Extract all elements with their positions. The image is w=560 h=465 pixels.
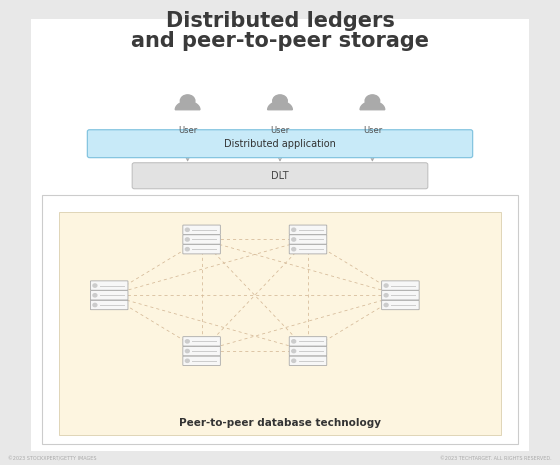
Circle shape (384, 303, 388, 306)
Polygon shape (360, 101, 385, 110)
Text: User: User (270, 126, 290, 134)
Circle shape (292, 247, 296, 251)
Circle shape (185, 350, 189, 352)
FancyBboxPatch shape (290, 346, 327, 356)
FancyBboxPatch shape (290, 337, 327, 346)
Circle shape (384, 284, 388, 287)
Circle shape (93, 284, 97, 287)
Text: DLT: DLT (271, 171, 289, 181)
Circle shape (292, 238, 296, 241)
FancyBboxPatch shape (183, 235, 221, 244)
Bar (59, 212, 501, 435)
Circle shape (384, 294, 388, 297)
Text: User: User (363, 126, 382, 134)
FancyBboxPatch shape (290, 225, 327, 234)
Bar (31, 19, 529, 451)
FancyBboxPatch shape (183, 225, 221, 234)
FancyBboxPatch shape (290, 235, 327, 244)
FancyBboxPatch shape (183, 337, 221, 346)
FancyBboxPatch shape (382, 291, 419, 300)
Text: ©2023 STOCKXPERT/GETTY IMAGES: ©2023 STOCKXPERT/GETTY IMAGES (8, 456, 97, 461)
Circle shape (292, 350, 296, 352)
Circle shape (292, 228, 296, 232)
Text: Distributed application: Distributed application (224, 139, 336, 149)
Bar (42, 195, 518, 444)
FancyBboxPatch shape (183, 245, 221, 254)
FancyBboxPatch shape (290, 245, 327, 254)
Circle shape (185, 359, 189, 362)
FancyBboxPatch shape (290, 356, 327, 365)
Text: and peer-to-peer storage: and peer-to-peer storage (131, 31, 429, 51)
Circle shape (292, 340, 296, 343)
Circle shape (185, 238, 189, 241)
Circle shape (292, 359, 296, 362)
Text: Distributed ledgers: Distributed ledgers (166, 11, 394, 31)
Circle shape (273, 95, 287, 107)
Circle shape (365, 95, 380, 107)
FancyBboxPatch shape (183, 356, 221, 365)
FancyBboxPatch shape (382, 281, 419, 290)
Circle shape (180, 95, 195, 107)
FancyBboxPatch shape (91, 291, 128, 300)
FancyBboxPatch shape (132, 163, 428, 189)
Polygon shape (175, 101, 200, 110)
Circle shape (93, 294, 97, 297)
FancyBboxPatch shape (183, 346, 221, 356)
FancyBboxPatch shape (91, 300, 128, 310)
Circle shape (185, 228, 189, 232)
Circle shape (93, 303, 97, 306)
FancyBboxPatch shape (382, 300, 419, 310)
Text: User: User (178, 126, 197, 134)
Circle shape (185, 340, 189, 343)
FancyBboxPatch shape (91, 281, 128, 290)
Text: Peer-to-peer database technology: Peer-to-peer database technology (179, 418, 381, 428)
Polygon shape (268, 101, 292, 110)
FancyBboxPatch shape (87, 130, 473, 158)
Text: ©2023 TECHTARGET. ALL RIGHTS RESERVED.: ©2023 TECHTARGET. ALL RIGHTS RESERVED. (440, 456, 552, 461)
Circle shape (185, 247, 189, 251)
